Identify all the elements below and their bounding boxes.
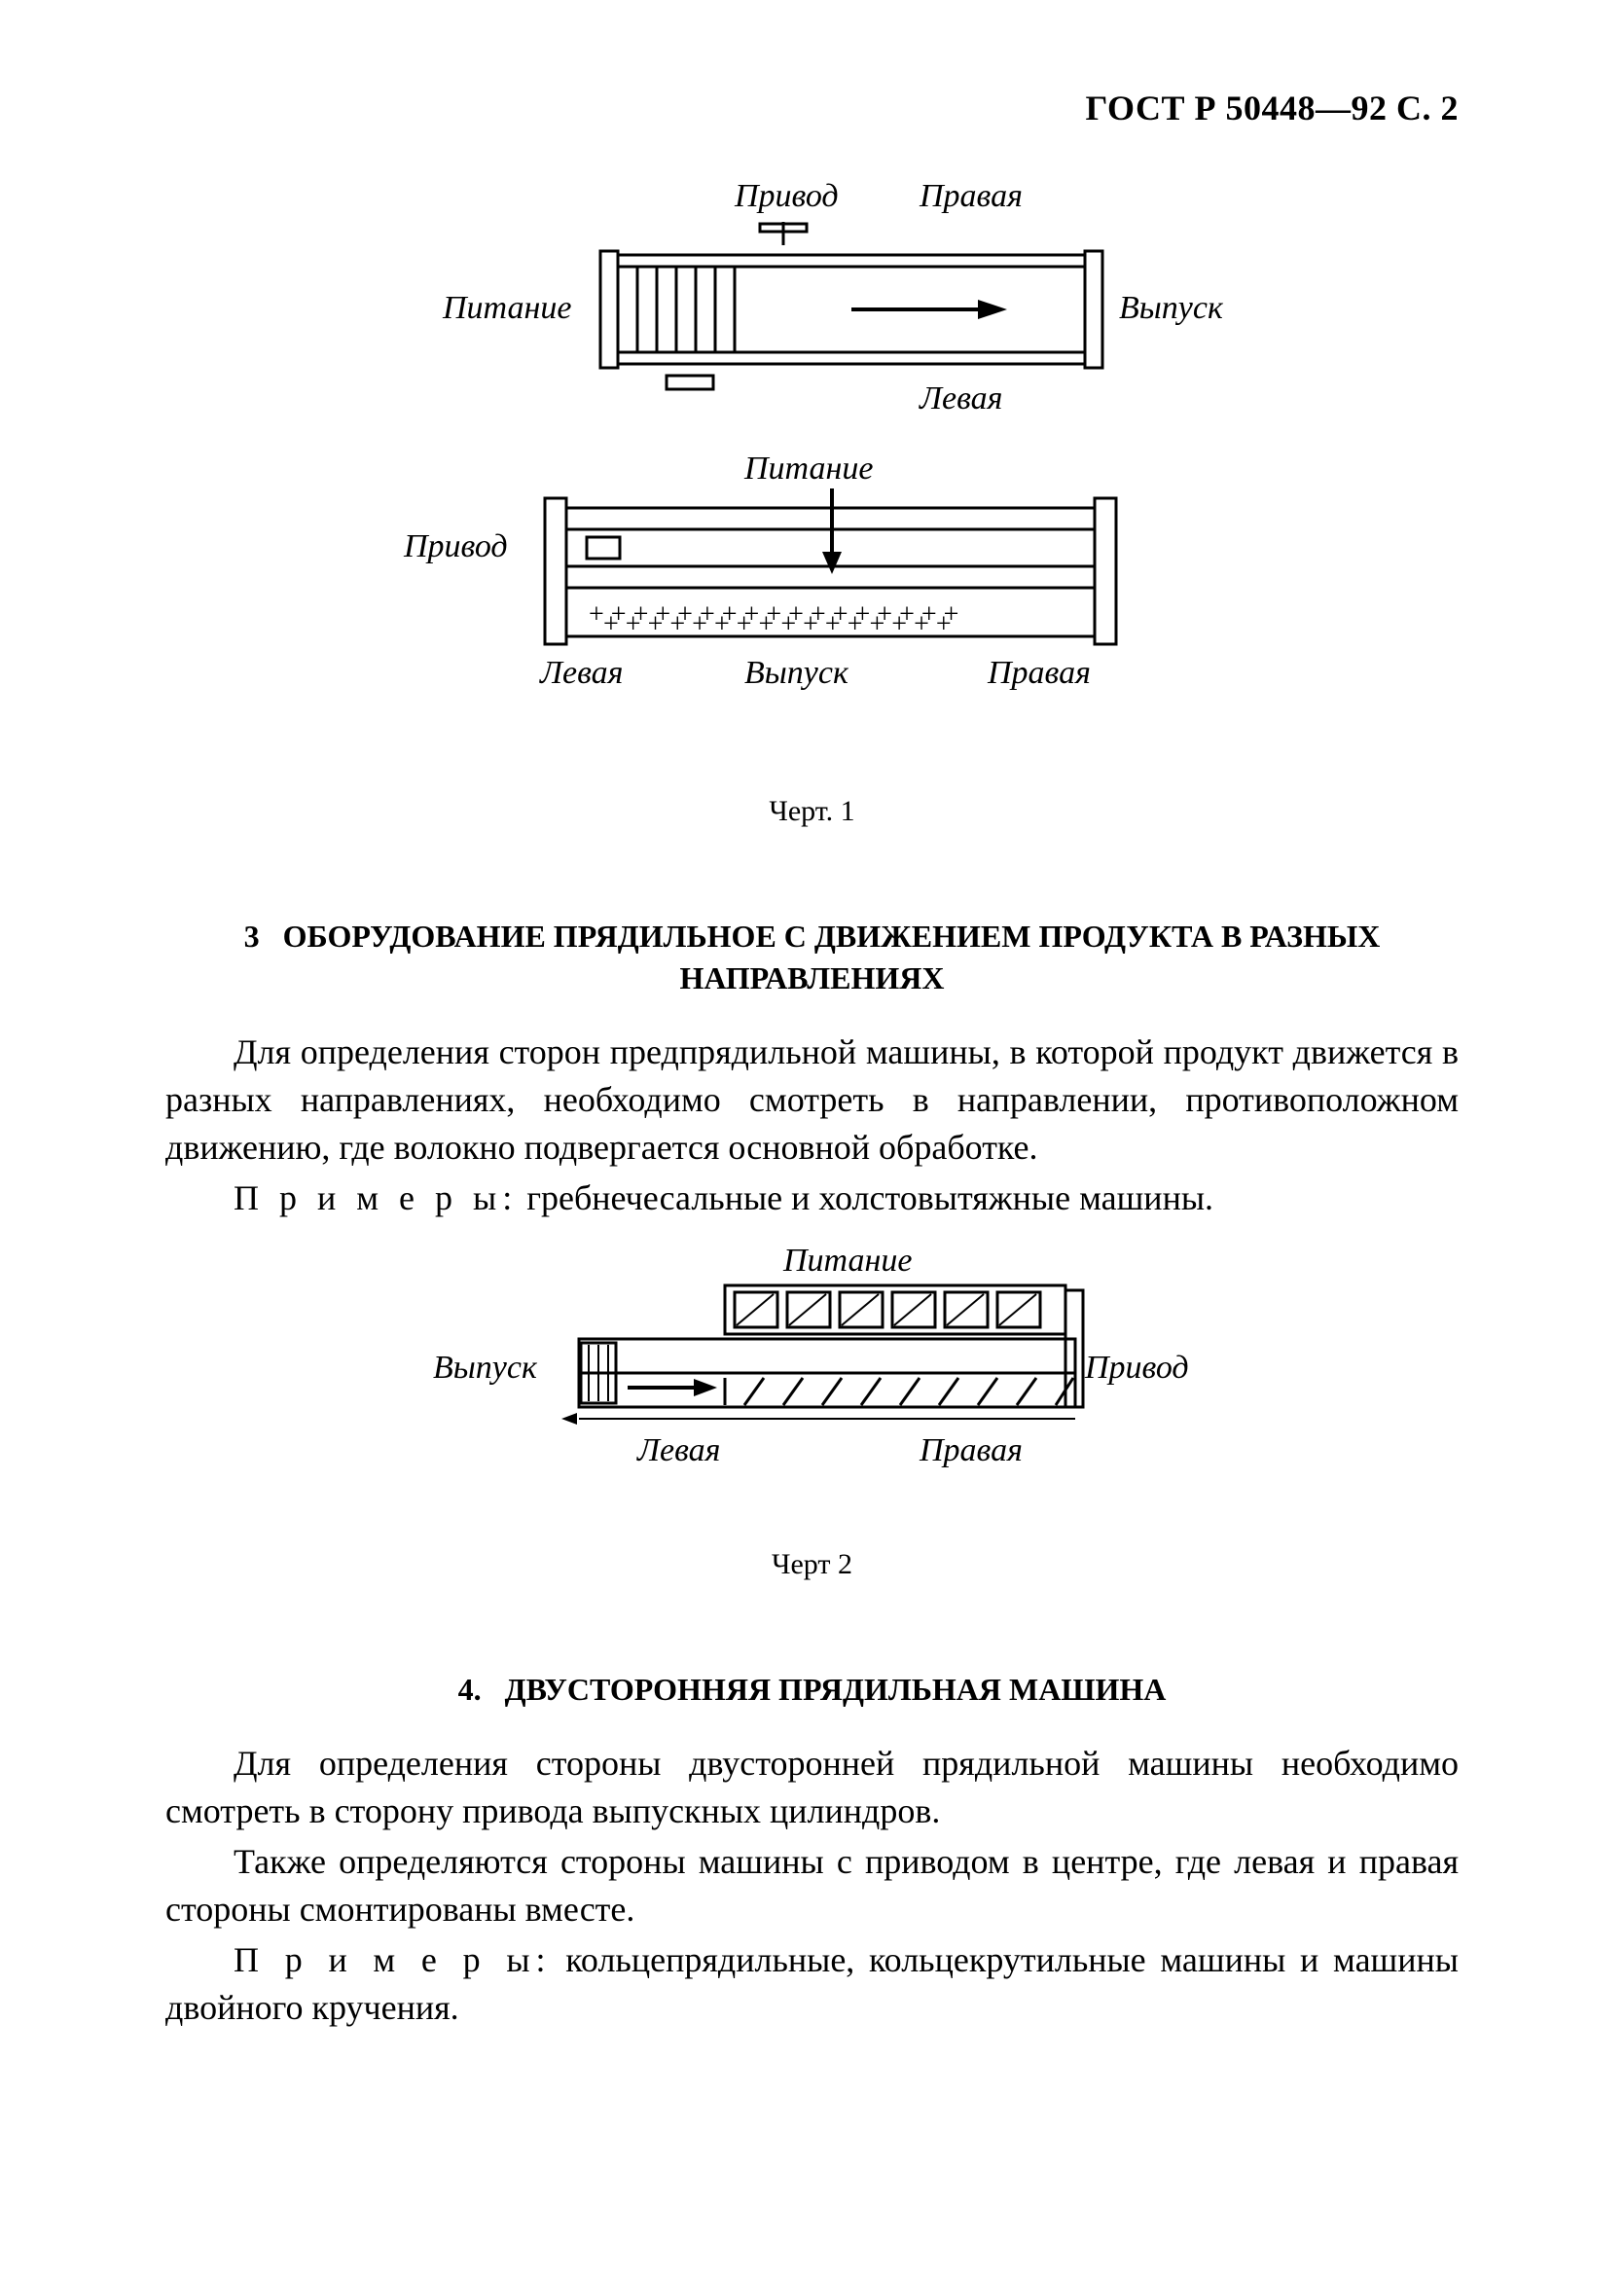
fig2-vypusk-label: Выпуск: [433, 1350, 538, 1386]
fig1-top-vypusk-label: Выпуск: [1119, 290, 1224, 326]
section-3-paragraph-1: Для определения сторон предпрядильной ма…: [165, 1029, 1459, 1171]
fig1-top-privod-label: Привод: [734, 178, 839, 214]
svg-text:+ + + + + + + + + + + + + + +: + + + + + + + + + + + + + + + +: [603, 609, 952, 639]
fig1-bot-pitanie-label: Питание: [743, 451, 873, 487]
fig1-top-levaya-label: Левая: [919, 380, 1002, 416]
section-3-title: 3 ОБОРУДОВАНИЕ ПРЯДИЛЬНОЕ С ДВИЖЕНИЕМ ПР…: [165, 916, 1459, 999]
fig1-bot-vypusk-label: Выпуск: [744, 655, 849, 691]
fig1-bot-pravaya-label: Правая: [987, 655, 1091, 691]
fig2-pitanie-label: Питание: [782, 1243, 912, 1279]
fig1-top-pitanie-label: Питание: [442, 290, 571, 326]
fig1-bot-levaya-label: Левая: [539, 655, 623, 691]
section-4-title: 4. ДВУСТОРОННЯЯ ПРЯДИЛЬНАЯ МАШИНА: [165, 1669, 1459, 1711]
section-3-heading: ОБОРУДОВАНИЕ ПРЯДИЛЬНОЕ С ДВИЖЕНИЕМ ПРОД…: [283, 919, 1381, 995]
section-4-examples: П р и м е р ы: кольцепрядильные, кольцек…: [165, 1936, 1459, 2031]
section-4-paragraph-2: Также определяются стороны машины с прив…: [165, 1838, 1459, 1933]
section-3-examples: П р и м е р ы: гребнечесальные и холстов…: [165, 1174, 1459, 1222]
fig1-bot-privod-label: Привод: [403, 528, 508, 564]
fig1-top-pravaya-label: Правая: [919, 178, 1023, 214]
section-4-heading: ДВУСТОРОННЯЯ ПРЯДИЛЬНАЯ МАШИНА: [505, 1672, 1167, 1707]
section-3-num: 3: [244, 919, 260, 954]
examples-label-4: П р и м е р ы:: [234, 1940, 552, 1979]
plus-row: + + + + + + + + + + + + + + + + + + + + …: [589, 599, 958, 639]
figure-1: Привод Правая: [165, 167, 1459, 828]
figure-2: Питание Выпуск Привод: [165, 1232, 1459, 1581]
fig2-levaya-label: Левая: [636, 1432, 720, 1468]
figure-1-caption: Черт. 1: [165, 795, 1459, 828]
section-4-num: 4.: [458, 1672, 482, 1707]
figure-2-caption: Черт 2: [165, 1548, 1459, 1581]
fig2-pravaya-label: Правая: [919, 1432, 1023, 1468]
fig2-privod-label: Привод: [1084, 1350, 1189, 1386]
section-4-paragraph-1: Для определения стороны двусторонней пря…: [165, 1740, 1459, 1834]
page-header: ГОСТ Р 50448—92 С. 2: [165, 88, 1459, 128]
examples-text-3: гребнечесальные и холстовытяжные машины.: [518, 1178, 1213, 1217]
examples-label-3: П р и м е р ы:: [234, 1178, 518, 1217]
